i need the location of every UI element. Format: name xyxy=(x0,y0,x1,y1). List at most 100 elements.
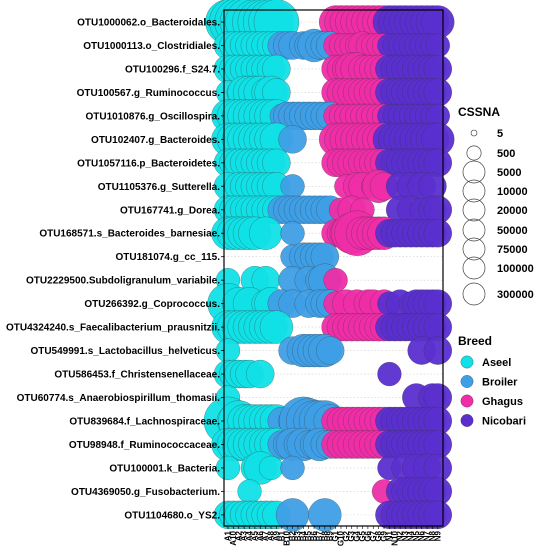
color-legend-title: Breed xyxy=(458,334,492,348)
bubble xyxy=(377,361,402,387)
otu-label: OTU839684.f_Lachnospiraceae. xyxy=(69,416,220,427)
bubble xyxy=(278,125,307,154)
otu-label: OTU549991.s_Lactobacillus_helveticus. xyxy=(30,346,220,357)
otu-label: OTU102407.g_Bacteroides. xyxy=(91,135,220,146)
sample-label: B8 xyxy=(320,530,329,541)
otu-label: OTU167741.g_Dorea. xyxy=(120,205,220,216)
sample-label: B9 xyxy=(326,530,335,541)
otu-label: OTU1000062.o_Bacteroidales. xyxy=(77,18,220,29)
bubble xyxy=(308,498,342,532)
sample-label: G7 xyxy=(369,530,378,541)
otu-label: OTU100001.k_Bacteria. xyxy=(109,463,220,474)
color-legend-key xyxy=(460,355,474,369)
bubble xyxy=(423,219,452,248)
sample-label: B6 xyxy=(310,530,319,541)
otu-label: OTU100567.g_Ruminococcus. xyxy=(77,88,221,99)
size-legend-key xyxy=(462,198,486,222)
size-legend-key xyxy=(462,282,486,306)
size-legend-title: CSSNA xyxy=(458,105,500,119)
sample-label: N10 xyxy=(390,530,399,545)
size-legend-label: 5 xyxy=(497,128,503,140)
otu-label: OTU4324240.s_Faecalibacterium_prausnitzi… xyxy=(6,323,220,334)
sample-label: B2 xyxy=(288,530,297,541)
x-tick-labels: A1A10A2A3A4A5A6A7A8A9B1B10B2B3B4B5B6B7B8… xyxy=(224,526,442,546)
y-tick-labels: OTU1000062.o_Bacteroidales. OTU1000113.o_… xyxy=(6,18,224,521)
sample-label: A5 xyxy=(250,530,259,541)
sample-label: G1 xyxy=(331,530,340,541)
color-legend-key xyxy=(460,414,474,427)
bubble xyxy=(316,336,345,365)
otu-label: OTU60774.s_Anaerobiospirillum_thomasii. xyxy=(17,393,221,404)
bubble xyxy=(280,221,305,246)
bubble xyxy=(423,78,452,107)
bubble xyxy=(423,336,452,365)
sample-label: G10 xyxy=(336,530,345,546)
otu-label: OTU2229500.Subdoligranulum_variabile. xyxy=(26,276,220,287)
color-legend-key xyxy=(460,375,474,388)
size-legend-label: 500 xyxy=(497,148,515,160)
sample-label: N4 xyxy=(406,530,415,541)
bubble xyxy=(258,455,284,480)
sample-label: B5 xyxy=(304,530,313,541)
bubble xyxy=(423,500,452,529)
size-legend-label: 300000 xyxy=(497,289,534,301)
otu-label: OTU1000113.o_Clostridiales. xyxy=(83,41,220,52)
sample-label: A2 xyxy=(234,530,243,541)
sample-label: N9 xyxy=(433,530,442,541)
size-legend-key xyxy=(462,218,486,242)
otu-label: OTU1104680.o_YS2. xyxy=(124,510,220,521)
sample-label: N3 xyxy=(401,530,410,541)
size-legend: CSSNA 5 500 5000 10000 20000 50000 75000 100000… xyxy=(458,105,534,306)
bubbles xyxy=(203,0,455,532)
sample-label: G9 xyxy=(380,530,389,541)
size-legend-key xyxy=(462,160,486,184)
sample-label: N2 xyxy=(396,530,405,541)
sample-label: A3 xyxy=(240,530,249,541)
otu-label: OTU1057116.p_Bacteroidetes. xyxy=(77,158,220,169)
sample-label: N5 xyxy=(412,530,421,541)
sample-label: N8 xyxy=(428,530,437,541)
color-legend-label: Broiler xyxy=(482,377,518,389)
sample-label: A10 xyxy=(229,530,238,545)
bubble xyxy=(280,174,305,199)
bubble xyxy=(280,455,305,480)
size-legend-key xyxy=(462,256,486,280)
size-legend-label: 75000 xyxy=(497,244,528,256)
otu-label: OTU168571.s_Bacteroides_barnesiae. xyxy=(39,229,220,240)
sample-label: G3 xyxy=(347,530,356,541)
otu-label: OTU4369050.g_Fusobacterium. xyxy=(71,487,220,498)
bubble xyxy=(215,455,241,480)
sample-label: N7 xyxy=(423,530,432,541)
otu-label: OTU1105376.g_Sutterella. xyxy=(98,182,221,193)
sample-label: B10 xyxy=(283,530,292,545)
sample-label: G5 xyxy=(358,530,367,541)
bubble xyxy=(323,268,348,293)
size-legend-key xyxy=(466,145,482,161)
otu-label: OTU1010876.g_Oscillospira. xyxy=(85,111,220,122)
size-legend-key xyxy=(462,237,486,261)
otu-label: OTU100296.f_S24.7. xyxy=(125,64,220,75)
sample-label: G8 xyxy=(374,530,383,541)
color-legend: Breed Aseel Broiler Ghagus Nicobari xyxy=(458,334,526,428)
color-legend-label: Nicobari xyxy=(482,416,526,428)
size-legend-key xyxy=(462,179,486,203)
sample-label: B3 xyxy=(293,530,302,541)
otu-label: OTU98948.f_Ruminococcaceae. xyxy=(69,440,220,451)
size-legend-label: 20000 xyxy=(497,205,528,217)
bubble xyxy=(246,359,275,389)
bubble xyxy=(237,479,262,504)
sample-label: A4 xyxy=(245,530,254,541)
sample-label: B4 xyxy=(299,530,308,541)
size-legend-label: 10000 xyxy=(497,186,528,198)
otu-label: OTU586453.f_Christensenellaceae. xyxy=(54,370,220,381)
plot-panel-border xyxy=(223,9,444,527)
sample-label: A7 xyxy=(261,530,270,541)
size-legend-label: 5000 xyxy=(497,167,521,179)
size-legend-label: 100000 xyxy=(497,263,534,275)
bubble xyxy=(423,148,452,177)
sample-label: B1 xyxy=(277,530,286,541)
sample-label: N6 xyxy=(417,530,426,541)
size-legend-label: 50000 xyxy=(497,225,528,237)
